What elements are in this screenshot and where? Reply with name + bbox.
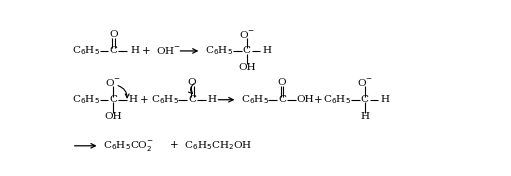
Text: O$^{-}$: O$^{-}$ [105, 77, 121, 88]
Text: H: H [207, 95, 217, 104]
Text: O: O [188, 78, 197, 87]
Text: OH: OH [105, 112, 122, 121]
Text: O: O [278, 78, 286, 87]
Text: C: C [243, 46, 251, 55]
Text: C: C [109, 46, 118, 55]
Text: $+$  OH$^{-}$: $+$ OH$^{-}$ [141, 45, 181, 56]
Text: $+$: $+$ [313, 94, 323, 105]
Text: O$^{-}$: O$^{-}$ [239, 29, 255, 40]
Text: $+$: $+$ [138, 94, 148, 105]
Text: C$_6$H$_5$: C$_6$H$_5$ [151, 93, 179, 106]
Text: C$_6$H$_5$: C$_6$H$_5$ [323, 93, 352, 106]
Text: OH: OH [297, 95, 314, 104]
Text: H: H [129, 95, 138, 104]
Text: $+$  C$_6$H$_5$CH$_2$OH: $+$ C$_6$H$_5$CH$_2$OH [169, 139, 252, 152]
Text: C$_6$H$_5$CO$_2^{-}$: C$_6$H$_5$CO$_2^{-}$ [104, 139, 154, 153]
Text: H: H [130, 46, 139, 55]
Text: O: O [109, 30, 118, 39]
Text: OH: OH [238, 63, 256, 72]
Text: C: C [361, 95, 369, 104]
Text: C$_6$H$_5$: C$_6$H$_5$ [72, 45, 100, 57]
Text: C$_6$H$_5$: C$_6$H$_5$ [72, 93, 100, 106]
Text: H: H [380, 95, 389, 104]
Text: C$_6$H$_5$: C$_6$H$_5$ [205, 45, 234, 57]
Text: C: C [278, 95, 286, 104]
Text: H: H [360, 112, 369, 121]
Text: C: C [109, 95, 118, 104]
Text: C$_6$H$_5$: C$_6$H$_5$ [241, 93, 269, 106]
Text: C: C [188, 95, 196, 104]
Text: H: H [262, 46, 271, 55]
Text: O$^{-}$: O$^{-}$ [357, 77, 373, 88]
